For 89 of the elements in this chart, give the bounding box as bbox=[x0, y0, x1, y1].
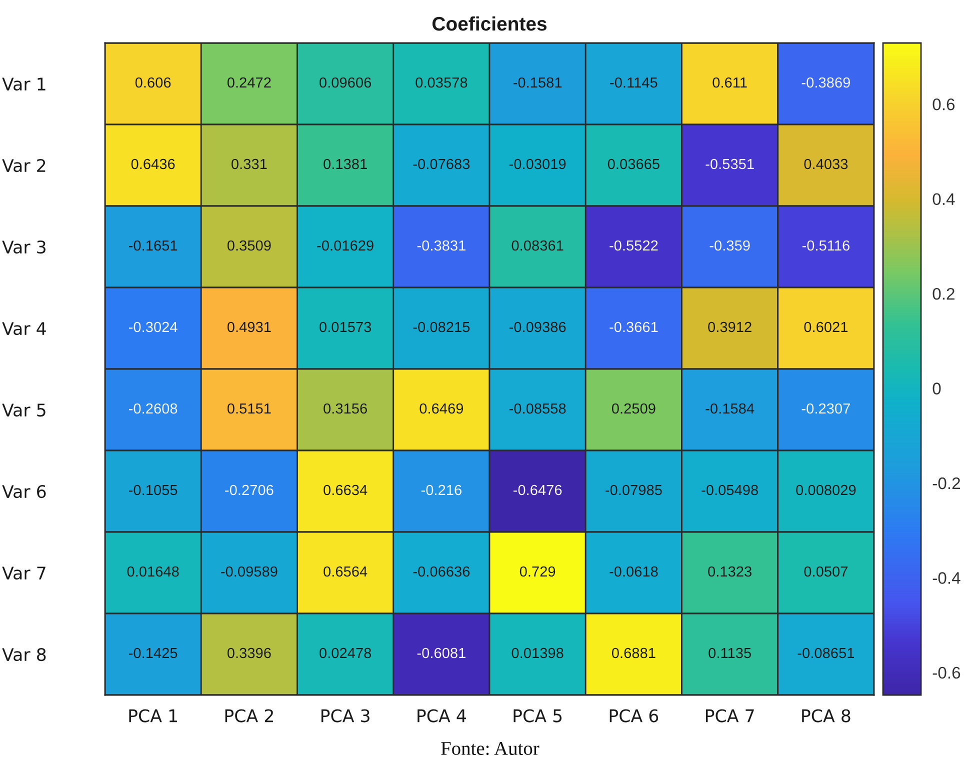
x-tick-label: PCA 3 bbox=[322, 709, 370, 722]
data-label: 0.3156 bbox=[324, 403, 367, 414]
x-tick-label: PCA 5 bbox=[514, 709, 562, 722]
data-label: 0.03665 bbox=[608, 158, 660, 170]
data-label: -0.07683 bbox=[413, 158, 470, 170]
color-bar-label: 0.2 bbox=[932, 288, 954, 300]
y-tick-label: Var 6 bbox=[2, 484, 46, 498]
data-label: 0.008029 bbox=[796, 484, 856, 496]
data-label: -0.3661 bbox=[610, 322, 658, 332]
y-tick-label: Var 7 bbox=[2, 566, 46, 580]
data-label: 0.01648 bbox=[127, 566, 179, 577]
data-label: -0.2706 bbox=[225, 484, 274, 496]
data-label: 0.1135 bbox=[708, 648, 751, 658]
y-tick-label: Var 5 bbox=[2, 404, 46, 417]
data-label: -0.08558 bbox=[509, 403, 566, 414]
y-tick-label: Var 4 bbox=[2, 322, 46, 336]
data-label: 0.3509 bbox=[227, 240, 271, 251]
data-label: 0.2472 bbox=[227, 77, 271, 88]
data-label: -0.03019 bbox=[509, 158, 566, 170]
data-label: -0.08651 bbox=[798, 648, 854, 658]
data-label: 0.03578 bbox=[416, 77, 468, 88]
x-tick-label: PCA 1 bbox=[129, 709, 177, 722]
data-label: 0.331 bbox=[232, 158, 267, 170]
data-label: -0.1425 bbox=[128, 648, 178, 658]
data-label: 0.4931 bbox=[227, 322, 271, 332]
source-note: Fonte: Autor bbox=[441, 742, 540, 756]
data-label: -0.5116 bbox=[802, 240, 850, 251]
data-label: 0.611 bbox=[712, 77, 747, 88]
x-tick-label: PCA 6 bbox=[610, 709, 658, 722]
data-label: -0.1584 bbox=[706, 403, 754, 414]
data-label: -0.08215 bbox=[413, 322, 470, 332]
data-label: -0.3831 bbox=[417, 240, 466, 251]
data-label: -0.1651 bbox=[128, 240, 178, 251]
data-label: -0.6081 bbox=[417, 648, 466, 658]
data-label: -0.1581 bbox=[513, 77, 562, 88]
data-label: 0.0507 bbox=[804, 566, 848, 577]
data-label: 0.1323 bbox=[708, 566, 752, 577]
data-label: -0.2608 bbox=[128, 403, 178, 414]
data-label: -0.359 bbox=[710, 240, 750, 251]
data-label: 0.6436 bbox=[131, 158, 175, 170]
y-tick-label: Var 3 bbox=[2, 240, 46, 254]
data-label: -0.0618 bbox=[610, 566, 658, 577]
data-label: -0.2307 bbox=[802, 403, 850, 414]
data-label: 0.08361 bbox=[512, 240, 564, 251]
y-tick-label: Var 2 bbox=[2, 158, 46, 172]
data-label: 0.09606 bbox=[320, 77, 372, 88]
data-label: -0.06636 bbox=[413, 566, 470, 577]
data-label: -0.01629 bbox=[317, 240, 374, 251]
data-label: 0.729 bbox=[520, 566, 556, 577]
data-label: -0.1145 bbox=[610, 77, 658, 88]
data-label: -0.09589 bbox=[221, 566, 278, 577]
data-label: 0.1381 bbox=[324, 158, 367, 170]
color-bar-label: 0.6 bbox=[932, 98, 955, 110]
data-label: 0.02478 bbox=[320, 648, 372, 658]
data-label: -0.3869 bbox=[802, 77, 850, 88]
data-label: 0.6634 bbox=[324, 484, 368, 496]
data-label: -0.3024 bbox=[128, 322, 178, 332]
data-label: 0.2509 bbox=[612, 403, 656, 414]
color-bar-label: 0 bbox=[932, 382, 941, 394]
color-bar-label: 0.4 bbox=[932, 193, 955, 206]
y-tick-label: Var 1 bbox=[2, 78, 46, 91]
data-label: 0.6564 bbox=[324, 566, 368, 577]
data-label: 0.3912 bbox=[708, 322, 752, 332]
y-tick-label: Var 8 bbox=[2, 648, 46, 662]
data-label: 0.01398 bbox=[512, 648, 564, 658]
data-label: -0.216 bbox=[421, 484, 462, 496]
color-bar-label: -0.6 bbox=[932, 666, 960, 679]
data-label: 0.4033 bbox=[804, 158, 848, 170]
x-tick-label: PCA 2 bbox=[225, 709, 273, 722]
color-bar-label: -0.4 bbox=[932, 572, 960, 584]
data-label: 0.5151 bbox=[227, 403, 271, 414]
x-tick-label: PCA 4 bbox=[418, 709, 466, 722]
data-label: -0.5351 bbox=[706, 158, 754, 170]
data-label: -0.5522 bbox=[610, 240, 658, 251]
data-label: -0.6476 bbox=[513, 484, 562, 496]
x-tick-label: PCA 7 bbox=[706, 709, 754, 722]
data-label: -0.1055 bbox=[128, 484, 178, 496]
data-label: 0.6881 bbox=[612, 648, 656, 658]
data-label: 0.6469 bbox=[420, 403, 464, 414]
data-label: -0.07985 bbox=[606, 484, 662, 496]
data-label: -0.09386 bbox=[509, 322, 566, 332]
data-label: 0.606 bbox=[135, 77, 171, 88]
chart-title: Coeficientes bbox=[432, 16, 547, 31]
x-tick-label: PCA 8 bbox=[802, 709, 850, 722]
data-label: 0.3396 bbox=[227, 648, 271, 658]
color-bar-label: -0.2 bbox=[932, 477, 960, 490]
data-label: 0.01573 bbox=[320, 322, 372, 332]
data-label: -0.05498 bbox=[702, 484, 758, 496]
data-label: 0.6021 bbox=[804, 322, 848, 332]
